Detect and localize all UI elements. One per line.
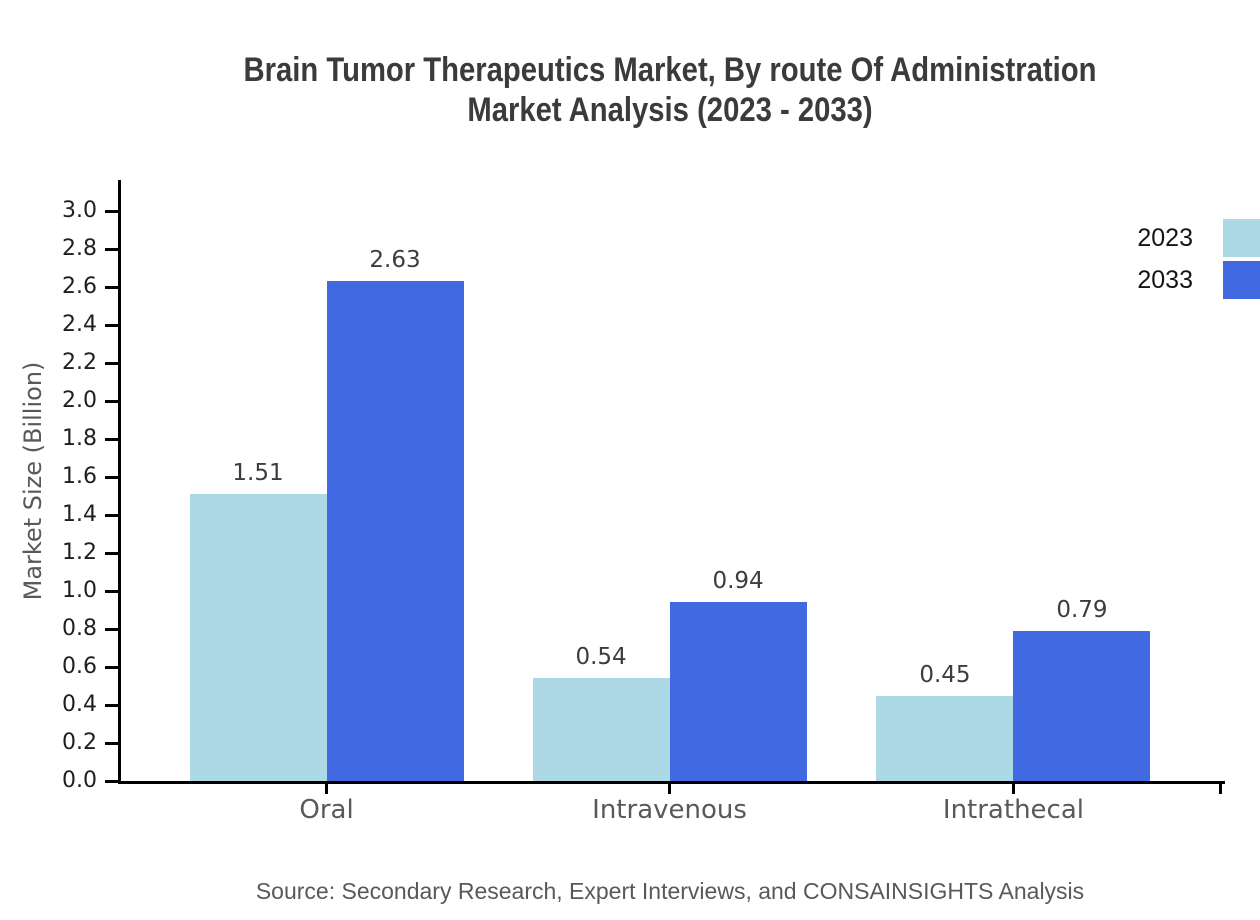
plot-area: 0.0 0.2 0.4 0.6 0.8 1.0 1.2 1.4 1.6 1.8 2.0 2.2 2.4 2… bbox=[62, 180, 1225, 825]
bar-2023-oral bbox=[189, 494, 327, 781]
y-tick-label-0.4: 0.4 bbox=[62, 692, 97, 717]
chart-title: Brain Tumor Therapeutics Market, By rout… bbox=[195, 50, 1144, 130]
y-tick-2.0 bbox=[105, 399, 118, 403]
y-tick-1.2 bbox=[105, 551, 118, 555]
y-tick-label-0.0: 0.0 bbox=[62, 768, 97, 793]
y-tick-label-2.6: 2.6 bbox=[62, 274, 97, 299]
x-category-label-oral: Oral bbox=[299, 795, 354, 825]
value-label-2023-intravenous: 0.54 bbox=[575, 644, 627, 671]
y-tick-0.8 bbox=[105, 627, 118, 631]
y-tick-label-1.4: 1.4 bbox=[62, 502, 97, 527]
value-label-2033-intravenous: 0.94 bbox=[712, 568, 764, 595]
legend-label-2023: 2023 bbox=[1137, 224, 1193, 252]
legend-item-2033: 2033 bbox=[1137, 261, 1260, 299]
bar-2023-intravenous bbox=[532, 678, 670, 781]
y-tick-2.2 bbox=[105, 361, 118, 365]
y-tick-0.4 bbox=[105, 703, 118, 707]
x-category-label-intrathecal: Intrathecal bbox=[942, 795, 1084, 825]
bar-2023-intrathecal bbox=[876, 695, 1014, 781]
y-tick-0.6 bbox=[105, 665, 118, 669]
value-label-2023-oral: 1.51 bbox=[232, 460, 284, 487]
y-tick-label-2.4: 2.4 bbox=[62, 312, 97, 337]
y-tick-1.6 bbox=[105, 475, 118, 479]
y-tick-3.0 bbox=[105, 209, 118, 213]
legend-item-2023: 2023 bbox=[1137, 219, 1260, 257]
legend-swatch-2033 bbox=[1223, 261, 1260, 299]
x-tick-intravenous bbox=[668, 781, 672, 794]
chart-title-line-1: Brain Tumor Therapeutics Market, By rout… bbox=[243, 51, 1097, 89]
legend-swatch-2023 bbox=[1223, 219, 1260, 257]
bar-2033-intravenous bbox=[669, 602, 807, 781]
y-tick-2.8 bbox=[105, 247, 118, 251]
source-note: Source: Secondary Research, Expert Inter… bbox=[255, 878, 1085, 904]
y-tick-label-0.2: 0.2 bbox=[62, 730, 97, 755]
y-tick-label-2.2: 2.2 bbox=[62, 350, 97, 375]
legend-label-2033: 2033 bbox=[1137, 266, 1193, 294]
value-label-2033-oral: 2.63 bbox=[369, 247, 421, 274]
x-category-label-intravenous: Intravenous bbox=[592, 795, 747, 825]
chart-title-line-2: Market Analysis (2023 - 2033) bbox=[467, 91, 873, 129]
y-tick-label-1.6: 1.6 bbox=[62, 464, 97, 489]
legend: 2023 2033 bbox=[1137, 219, 1260, 299]
y-tick-label-1.0: 1.0 bbox=[62, 578, 97, 603]
y-tick-2.6 bbox=[105, 285, 118, 289]
x-tick-intrathecal bbox=[1011, 781, 1015, 794]
x-axis-end-tick bbox=[1219, 781, 1222, 794]
y-tick-label-1.2: 1.2 bbox=[62, 540, 97, 565]
x-axis-spine bbox=[118, 781, 1225, 784]
y-tick-label-0.6: 0.6 bbox=[62, 654, 97, 679]
value-label-2023-intrathecal: 0.45 bbox=[919, 661, 971, 688]
y-tick-0.2 bbox=[105, 741, 118, 745]
bar-2033-oral bbox=[326, 281, 464, 781]
y-tick-label-2.8: 2.8 bbox=[62, 236, 97, 261]
y-tick-label-1.8: 1.8 bbox=[62, 426, 97, 451]
y-tick-label-2.0: 2.0 bbox=[62, 388, 97, 413]
y-tick-label-3.0: 3.0 bbox=[62, 198, 97, 223]
y-tick-label-0.8: 0.8 bbox=[62, 616, 97, 641]
y-tick-0.0 bbox=[105, 779, 118, 783]
value-label-2033-intrathecal: 0.79 bbox=[1056, 596, 1108, 623]
y-tick-2.4 bbox=[105, 323, 118, 327]
bar-2033-intrathecal bbox=[1013, 630, 1151, 781]
y-tick-1.8 bbox=[105, 437, 118, 441]
y-axis-spine bbox=[118, 180, 121, 784]
x-tick-oral bbox=[325, 781, 329, 794]
y-tick-1.4 bbox=[105, 513, 118, 517]
y-tick-1.0 bbox=[105, 589, 118, 593]
